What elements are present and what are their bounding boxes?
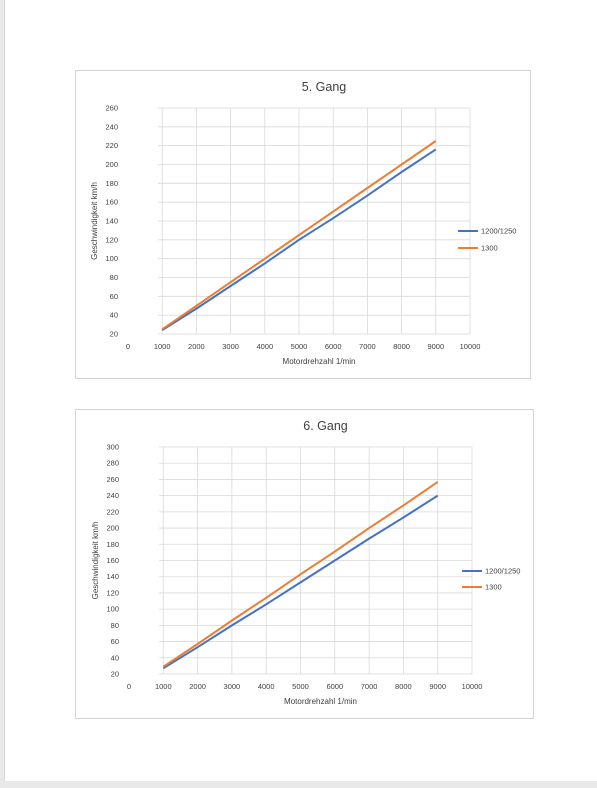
legend-label-1: 1200/1250 xyxy=(481,227,516,236)
y-axis-label: Geschwindigkeit km/h xyxy=(90,182,99,260)
chart-6-gang[interactable]: 6. Gang 20 40 60 80 100 120 140 160 180 200 220 240 2… xyxy=(75,409,534,719)
y-tick-label: 60 xyxy=(110,292,118,301)
chart-5-gang-svg: 5. Gang 20 40 60 80 100 120 140 160 180 200 220 240 2… xyxy=(90,80,516,366)
y-tick-label: 260 xyxy=(105,104,118,113)
series-line-1 xyxy=(162,494,439,670)
chart-6-gang-svg: 6. Gang 20 40 60 80 100 120 140 160 180 200 220 240 2… xyxy=(91,419,520,706)
chart-title: 5. Gang xyxy=(302,80,347,94)
x-tick-label: 4000 xyxy=(256,342,273,351)
x-tick-label: 9000 xyxy=(429,682,446,691)
x-tick-label: 4000 xyxy=(258,682,275,691)
x-tick-label: 5000 xyxy=(291,342,308,351)
x-tick-label: 2000 xyxy=(189,682,206,691)
x-tick-label: 3000 xyxy=(222,342,239,351)
y-tick-label: 220 xyxy=(106,507,119,516)
legend-label-1: 1200/1250 xyxy=(485,567,520,576)
chart-title: 6. Gang xyxy=(303,419,348,433)
y-tick-label: 160 xyxy=(105,198,118,207)
y-tick-label: 100 xyxy=(106,605,119,614)
y-axis-label: Geschwindigkeit km/h xyxy=(91,522,100,600)
x-tick-label: 5000 xyxy=(292,682,309,691)
y-tick-label: 200 xyxy=(106,524,119,533)
document-page: 5. Gang 20 40 60 80 100 120 140 160 180 200 220 240 2… xyxy=(4,0,597,781)
series-line-2 xyxy=(162,481,439,668)
x-tick-label: 7000 xyxy=(361,682,378,691)
y-tick-label: 140 xyxy=(106,572,119,581)
y-tick-label: 100 xyxy=(105,254,118,263)
y-tick-label: 280 xyxy=(106,459,119,468)
y-tick-label: 80 xyxy=(110,273,118,282)
x-tick-label: 9000 xyxy=(427,342,444,351)
y-tick-label: 120 xyxy=(106,588,119,597)
x-tick-label: 1000 xyxy=(155,682,172,691)
x-tick-label: 3000 xyxy=(224,682,241,691)
y-tick-label: 40 xyxy=(111,653,119,662)
y-tick-label: 260 xyxy=(106,475,119,484)
y-tick-label: 20 xyxy=(111,670,119,679)
x-tick-label: 0 xyxy=(127,682,131,691)
y-tick-label: 180 xyxy=(105,179,118,188)
y-tick-label: 120 xyxy=(105,235,118,244)
y-tick-label: 40 xyxy=(110,311,118,320)
x-tick-label: 7000 xyxy=(359,342,376,351)
x-tick-label: 0 xyxy=(126,342,130,351)
y-tick-label: 300 xyxy=(106,443,119,452)
y-tick-label: 200 xyxy=(105,160,118,169)
y-tick-label: 20 xyxy=(110,330,118,339)
y-tick-label: 140 xyxy=(105,217,118,226)
x-tick-label: 2000 xyxy=(188,342,205,351)
chart-5-gang[interactable]: 5. Gang 20 40 60 80 100 120 140 160 180 200 220 240 2… xyxy=(75,70,531,379)
x-tick-label: 1000 xyxy=(154,342,171,351)
x-tick-label: 6000 xyxy=(326,682,343,691)
y-tick-label: 80 xyxy=(111,621,119,630)
series-line-2 xyxy=(161,140,437,331)
x-tick-label: 8000 xyxy=(395,682,412,691)
y-tick-label: 60 xyxy=(111,637,119,646)
legend-label-2: 1300 xyxy=(481,244,498,253)
y-tick-label: 240 xyxy=(106,491,119,500)
legend-label-2: 1300 xyxy=(485,583,502,592)
x-axis-label: Motordrehzahl 1/min xyxy=(284,697,357,706)
y-tick-label: 160 xyxy=(106,556,119,565)
y-tick-label: 180 xyxy=(106,540,119,549)
series-line-1 xyxy=(161,148,437,332)
x-tick-label: 6000 xyxy=(325,342,342,351)
x-tick-label: 10000 xyxy=(462,682,483,691)
y-tick-label: 240 xyxy=(105,122,118,131)
x-axis-label: Motordrehzahl 1/min xyxy=(283,357,356,366)
x-tick-label: 8000 xyxy=(393,342,410,351)
x-tick-label: 10000 xyxy=(460,342,481,351)
y-tick-label: 220 xyxy=(105,141,118,150)
